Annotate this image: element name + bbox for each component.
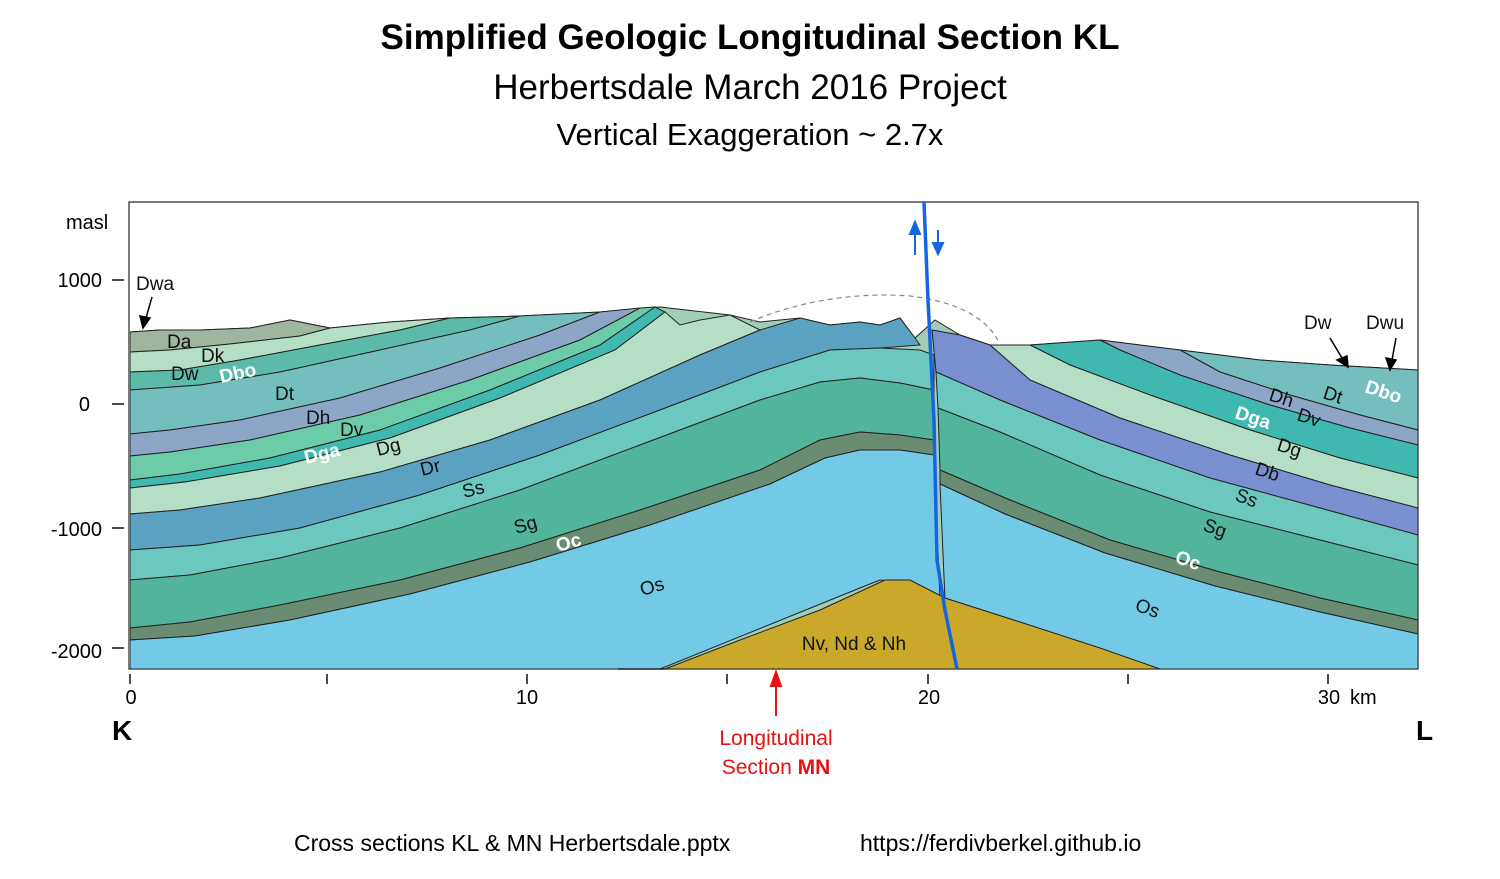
footer-file: Cross sections KL & MN Herbertsdale.pptx [294,830,731,856]
layer-os-left [130,449,941,669]
section-end-l: L [1416,715,1433,746]
section-end-k: K [112,715,132,746]
section-mn-label-line2: Section MN [722,756,831,779]
arrow-dw-right [1329,337,1349,369]
fault-line [922,201,959,670]
y-tick-0: 0 [79,394,90,416]
fault-arrow-down [931,230,945,257]
label-dw-right: Dw [1304,313,1332,334]
x-tick-20: 20 [918,687,940,709]
x-tick-0: 0 [125,687,136,709]
label-dt-left: Dt [275,384,295,405]
label-dk: Dk [201,346,225,367]
label-dw-left: Dw [171,364,199,385]
y-axis-unit: masl [66,212,108,234]
layer-basement [664,579,1161,669]
y-axis-ticks [112,279,124,649]
title-main: Simplified Geologic Longitudinal Section… [380,18,1120,57]
section-mn-label-line1: Longitudinal [719,727,832,750]
y-tick-1000: 1000 [58,270,103,292]
section-mn-marker-arrow [769,669,783,716]
y-tick-minus1000: -1000 [51,519,102,541]
label-ss-left: Ss [460,477,487,503]
x-tick-10: 10 [516,687,538,709]
footer-url[interactable]: https://ferdivberkel.github.io [860,830,1142,856]
arrow-dwa [138,296,153,330]
fault-arrow-up [908,219,922,255]
arrow-dwu [1384,337,1398,372]
label-dwu: Dwu [1366,313,1404,334]
title-project: Herbertsdale March 2016 Project [493,68,1007,107]
title-exaggeration: Vertical Exaggeration ~ 2.7x [556,117,944,152]
label-basement: Nv, Nd & Nh [802,634,906,655]
label-da: Da [167,332,192,353]
y-tick-minus2000: -2000 [51,641,102,663]
label-dh-left: Dh [306,408,330,429]
x-tick-30: 30 [1318,687,1340,709]
eroded-crest-dashed [749,294,1001,346]
label-dv-left: Dv [340,420,364,441]
label-dwa: Dwa [136,274,174,295]
x-axis-unit: km [1350,687,1377,709]
x-axis-ticks [129,674,1329,684]
